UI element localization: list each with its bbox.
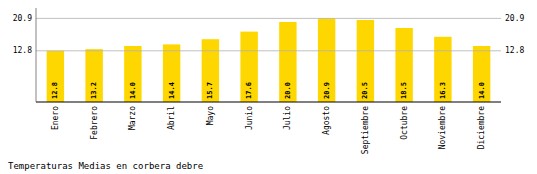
- x-axis-line: [36, 101, 501, 102]
- bars: [47, 18, 491, 102]
- bar: [240, 32, 257, 102]
- data-label: 12.8: [51, 82, 59, 99]
- x-tick-label: Julio: [283, 106, 292, 130]
- chart: 12.8 12.8 20.9 20.9 12.8 13.2 14.0 14.4 15.7 17.6…: [0, 0, 537, 174]
- x-tick-label: Septiembre: [361, 106, 370, 154]
- x-tick-label: Enero: [51, 106, 60, 130]
- y-axis-line: [36, 8, 37, 102]
- data-label: 15.7: [206, 82, 214, 99]
- grid-line: [36, 50, 501, 51]
- bar: [395, 28, 412, 102]
- data-label: 18.5: [400, 82, 408, 99]
- data-label: 17.6: [245, 82, 253, 99]
- bar: [85, 49, 102, 102]
- x-tick-label: Junio: [245, 106, 254, 130]
- x-tick-label: Agosto: [322, 106, 331, 135]
- x-tick-label: Mayo: [206, 106, 215, 125]
- y2-tick-label: 12.8: [505, 46, 524, 55]
- bar: [357, 20, 374, 102]
- data-label: 14.0: [478, 82, 486, 99]
- x-tick-label: Abril: [167, 106, 176, 130]
- bar: [124, 46, 141, 102]
- bar: [279, 22, 296, 102]
- data-label: 14.0: [129, 82, 137, 99]
- bar: [434, 37, 451, 102]
- x-tick-label: Diciembre: [477, 106, 486, 150]
- y-tick-label: 20.9: [13, 14, 32, 23]
- bar: [47, 51, 64, 102]
- data-label: 13.2: [90, 82, 98, 99]
- bar: [318, 18, 335, 102]
- data-label: 14.4: [168, 82, 176, 99]
- x-tick-label: Octubre: [400, 106, 409, 140]
- grid-line: [36, 18, 501, 19]
- data-label: 20.5: [361, 82, 369, 99]
- data-label: 20.9: [323, 82, 331, 99]
- bar: [202, 39, 219, 102]
- x-tick-label: Noviembre: [438, 106, 447, 150]
- bar: [163, 44, 180, 102]
- data-label: 16.3: [439, 82, 447, 99]
- x-tick-label: Marzo: [128, 106, 137, 130]
- x-tick-label: Febrero: [90, 106, 99, 140]
- y-tick-label: 12.8: [13, 46, 32, 55]
- title: Temperaturas Medias en corbera debre: [8, 161, 203, 171]
- bar: [473, 46, 490, 102]
- y2-tick-label: 20.9: [505, 14, 524, 23]
- data-label: 20.0: [284, 82, 292, 99]
